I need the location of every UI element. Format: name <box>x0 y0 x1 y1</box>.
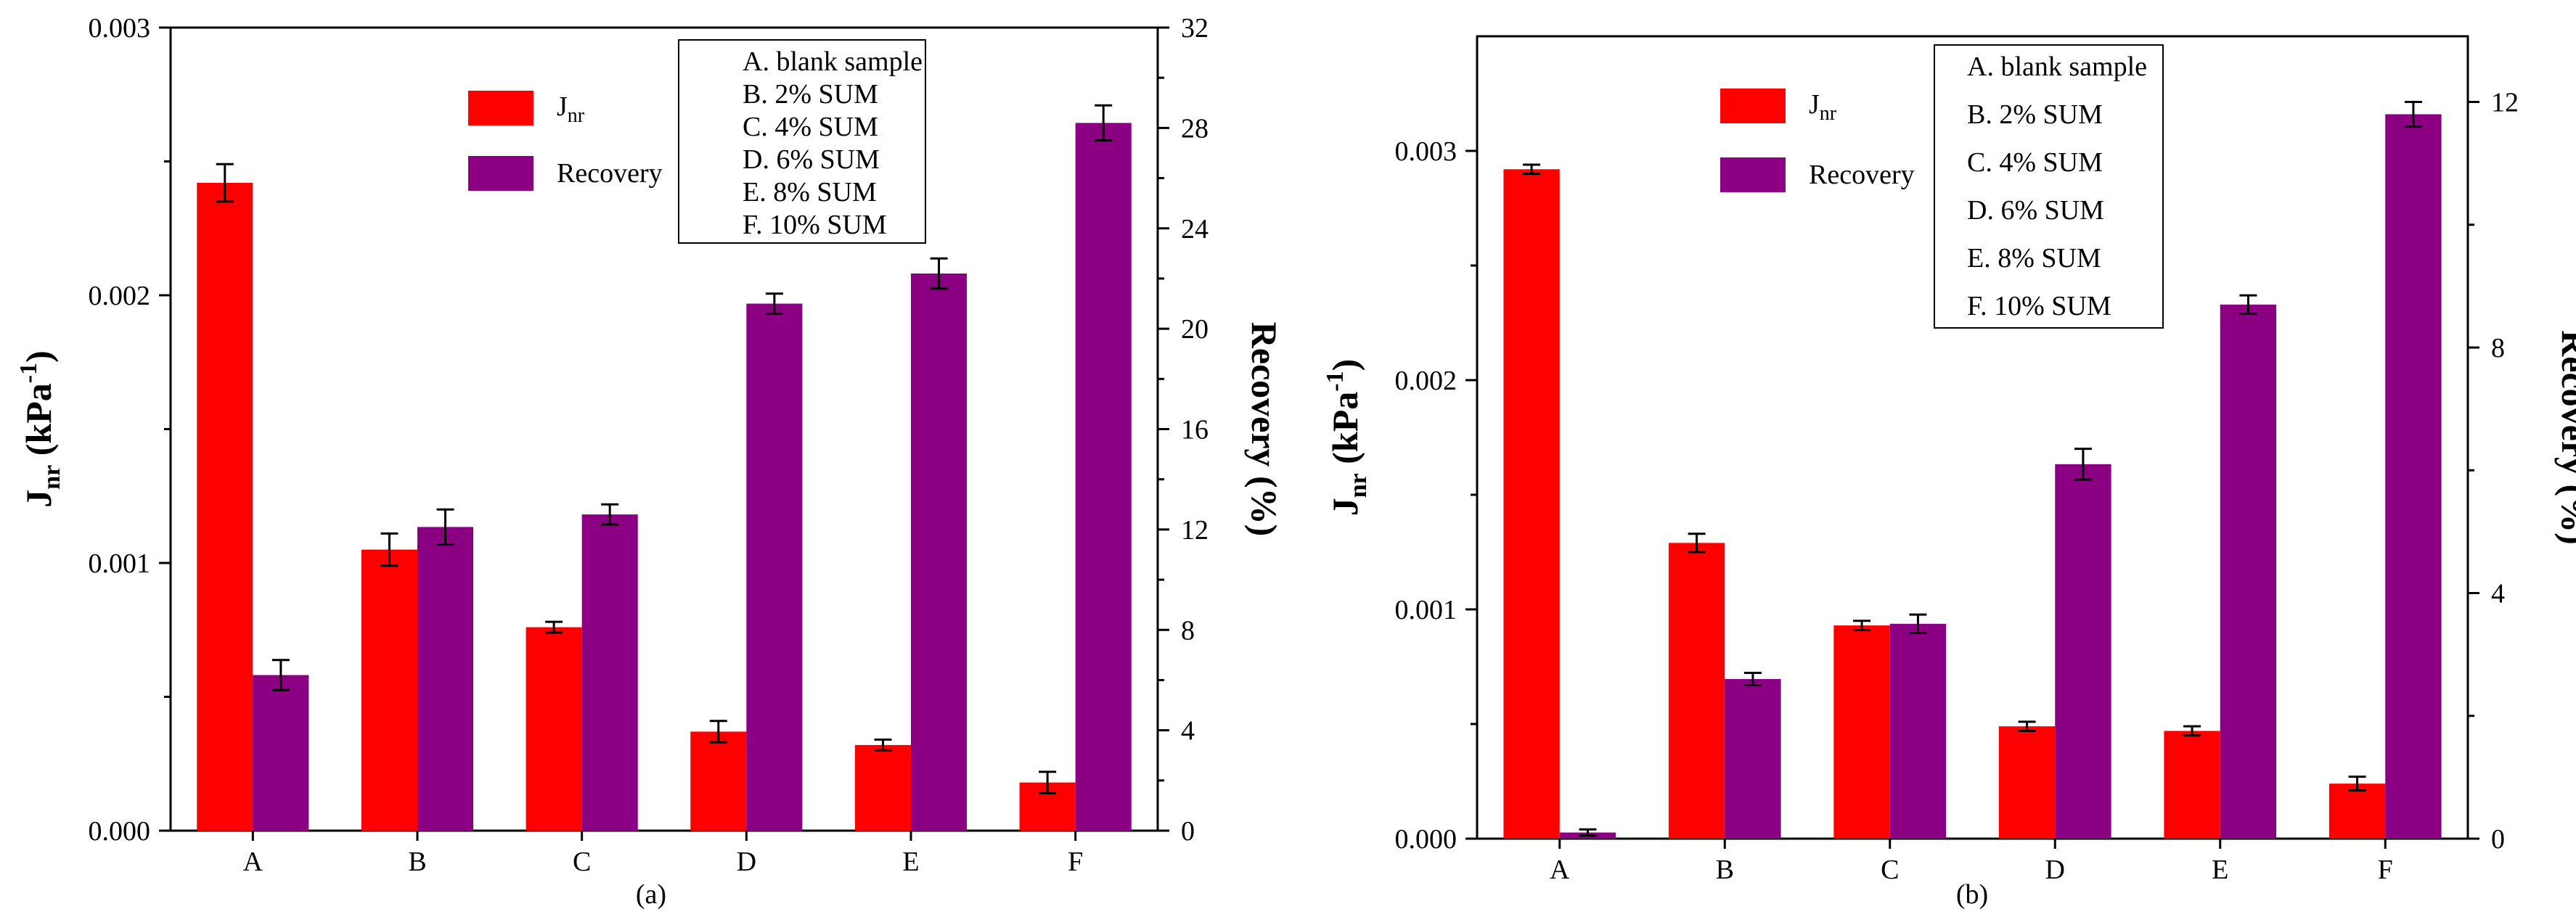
y-left-tick-label: 0.003 <box>89 13 151 44</box>
recovery-bar <box>253 675 309 831</box>
jnr-bar <box>1503 169 1560 839</box>
y-left-tick-label: 0.001 <box>1395 595 1457 625</box>
y-left-tick-label: 0.002 <box>89 281 151 311</box>
legend-jnr-swatch <box>468 91 533 126</box>
jnr-bar <box>197 183 253 831</box>
plot-frame <box>1476 35 2469 840</box>
category-key-entry: B. 2% SUM <box>743 79 878 110</box>
x-tick-label: D <box>737 847 756 877</box>
recovery-bar <box>911 274 968 831</box>
chart-a: A B C D E F 0.000 0.001 0.002 0.003 0 4 8 12 16 20 24 28 3… <box>15 13 1285 910</box>
jnr-bar <box>2164 731 2220 839</box>
chart-caption: (b) <box>1956 879 1988 910</box>
y-left-tick-label: 0.003 <box>1395 136 1457 167</box>
y-right-axis-title: Recovery (%) <box>2554 330 2576 545</box>
category-key: A. blank sample B. 2% SUM C. 4% SUM D. 6% S… <box>1934 44 2164 329</box>
x-tick-label: D <box>2045 855 2065 885</box>
y-right-tick-label: 8 <box>1181 615 1195 646</box>
category-key-entry: C. 4% SUM <box>743 112 878 142</box>
category-key-entry: B. 2% SUM <box>1967 99 2103 130</box>
legend: Jnr Recovery <box>468 91 663 191</box>
y-left-tick-label: 0.000 <box>1395 824 1457 855</box>
y-left-tick-label: 0.002 <box>1395 366 1457 396</box>
jnr-bar <box>1998 726 2056 839</box>
jnr-bar <box>690 731 747 831</box>
legend-recovery-label: Recovery <box>557 158 663 189</box>
jnr-bar <box>1833 625 1890 839</box>
category-key-entry: E. 8% SUM <box>1967 243 2101 274</box>
y-right-tick-label: 0 <box>2491 824 2505 855</box>
y-right-tick-label: 0 <box>1181 816 1195 847</box>
jnr-bar <box>2328 784 2386 839</box>
category-key-box <box>1934 44 2164 329</box>
y-right-tick-label: 12 <box>2491 88 2519 118</box>
y-right-tick-label: 8 <box>2491 333 2505 363</box>
x-tick-label: F <box>1068 847 1083 877</box>
recovery-bar <box>2385 114 2442 839</box>
legend-recovery-swatch <box>1720 157 1786 192</box>
y-left-axis-title: Jnr (kPa-1) <box>15 350 65 507</box>
recovery-bar <box>1075 123 1132 831</box>
legend-jnr-label: Jnr <box>557 91 585 127</box>
recovery-bar <box>2055 464 2111 839</box>
jnr-bar <box>361 549 417 831</box>
y-right-tick-label: 20 <box>1181 314 1209 345</box>
plot-frame <box>169 26 1159 832</box>
category-key-entry: F. 10% SUM <box>743 210 887 240</box>
category-key-entry: A. blank sample <box>1967 52 2147 82</box>
x-tick-label: F <box>2378 855 2393 885</box>
recovery-bar <box>1889 623 1947 839</box>
y-right-axis-title: Recovery (%) <box>1244 322 1285 537</box>
category-key-entry: E. 8% SUM <box>743 177 877 207</box>
category-key-entry: F. 10% SUM <box>1967 291 2111 321</box>
x-tick-label: A <box>243 847 263 877</box>
x-tick-label: A <box>1550 855 1570 885</box>
category-key-box <box>678 39 926 244</box>
chart-b: A B C D E F 0.000 0.001 0.002 0.003 0 4 8 12 Jnr (kPa-… <box>1322 35 2576 910</box>
y-right-tick-label: 4 <box>2491 579 2505 609</box>
x-tick-label: C <box>573 847 591 877</box>
legend: Jnr Recovery <box>1720 89 1915 192</box>
x-tick-label: B <box>408 847 426 877</box>
y-left-axis-title: Jnr (kPa-1) <box>1322 359 1372 516</box>
x-tick-label: E <box>902 847 919 877</box>
jnr-bar <box>1668 543 1725 839</box>
y-right-tick-label: 32 <box>1181 13 1209 44</box>
x-tick-label: B <box>1716 855 1734 885</box>
legend-jnr-swatch <box>1720 89 1786 123</box>
y-left-tick-label: 0.000 <box>89 816 151 847</box>
category-key-entry: A. blank sample <box>743 46 923 77</box>
category-key-entry: C. 4% SUM <box>1967 147 2103 178</box>
y-right-tick-label: 12 <box>1181 515 1209 546</box>
x-tick-label: E <box>2212 855 2228 885</box>
y-right-tick-label: 24 <box>1181 214 1209 244</box>
category-key-entry: D. 6% SUM <box>1967 195 2104 226</box>
recovery-bar <box>1725 678 1781 839</box>
recovery-bar <box>581 514 638 831</box>
recovery-bar <box>746 303 803 831</box>
chart-caption: (a) <box>636 879 666 910</box>
y-left-tick-label: 0.001 <box>89 548 151 579</box>
legend-recovery-label: Recovery <box>1809 160 1915 190</box>
y-right-tick-label: 4 <box>1181 716 1195 747</box>
jnr-bar <box>854 744 911 831</box>
legend-jnr-label: Jnr <box>1809 89 1837 125</box>
legend-recovery-swatch <box>468 156 533 191</box>
jnr-bar <box>526 627 582 831</box>
y-right-tick-label: 16 <box>1181 415 1209 445</box>
x-tick-label: C <box>1881 855 1899 885</box>
y-right-tick-label: 28 <box>1181 113 1209 144</box>
category-key-entry: D. 6% SUM <box>743 144 880 175</box>
recovery-bar <box>417 527 474 831</box>
recovery-bar <box>2220 304 2277 839</box>
